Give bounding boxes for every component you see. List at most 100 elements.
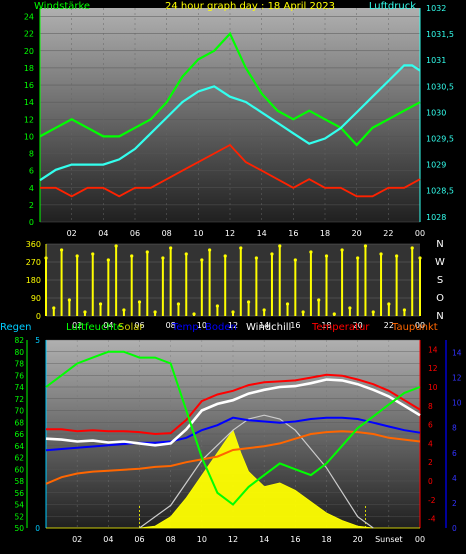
direction-point-9 [114, 244, 118, 248]
direction-point-47 [410, 246, 414, 250]
tick-label-x-08: 08 [166, 321, 176, 330]
tick-label-x-22: 22 [384, 321, 394, 330]
tick-label-wind-6: 6 [29, 167, 34, 176]
direction-point-39 [348, 306, 352, 310]
direction-point-23 [223, 254, 227, 258]
direction-point-48 [418, 256, 422, 260]
tick-label-rain-5: 5 [35, 336, 40, 345]
tick-label-humidity-64: 64 [14, 442, 24, 451]
y-axis-right-pressure: 1028 1028,5 1029 1029,5 1030 1030,5 1031 1031,5… [419, 4, 454, 222]
series-line-luftdruck [39, 64, 421, 182]
direction-point-40 [356, 256, 360, 260]
y-axis-wind-direction: 0 90 180 270 360 [26, 240, 47, 321]
legend-temperatur: Temperatur [311, 322, 370, 333]
direction-point-42 [371, 310, 375, 314]
direction-point-18 [184, 252, 188, 256]
tick-label-x-22: 22 [383, 229, 393, 238]
y-axis-temperature: -4 -2 0 2 4 6 8 10 12 14 [419, 340, 438, 528]
tick-label-x-18: 18 [321, 535, 331, 544]
tick-label-soil-12: 12 [452, 374, 462, 383]
tick-label-temperature-6: 6 [428, 421, 433, 430]
tick-label-humidity-76: 76 [14, 371, 24, 380]
tick-label-x-20: 20 [353, 321, 363, 330]
tick-label-temperature-8: 8 [428, 402, 433, 411]
tick-label-direction-270: 270 [26, 258, 41, 267]
legend-solar: Solar [118, 322, 144, 333]
series-temperature [45, 350, 421, 529]
tick-label-x-02: 02 [72, 321, 82, 330]
tick-label-x-04: 04 [98, 229, 108, 238]
tick-label-wind-12: 12 [24, 115, 34, 124]
direction-point-13 [145, 250, 149, 254]
direction-point-14 [153, 310, 157, 314]
tick-label-wind-4: 4 [29, 184, 34, 193]
tick-label-humidity-50: 50 [14, 524, 24, 533]
direction-point-19 [192, 312, 196, 316]
tick-label-humidity-74: 74 [14, 383, 24, 392]
legend-windchill: Windchill [246, 322, 291, 333]
tick-label-soil-6: 6 [452, 449, 457, 458]
tick-label-pressure-1028-5: 1028,5 [426, 187, 454, 196]
tick-label-humidity-72: 72 [14, 395, 24, 404]
tick-label-humidity-58: 58 [14, 477, 24, 486]
tick-label-temperature-4: -4 [428, 515, 436, 524]
tick-label-x-sunset: Sunset [375, 535, 402, 544]
direction-point-25 [239, 246, 243, 250]
tick-label-humidity-70: 70 [14, 407, 24, 416]
tick-label-temperature-12: 12 [428, 364, 438, 373]
tick-label-x-04: 04 [103, 535, 113, 544]
legend-temp-boden: Temp. Boden [171, 322, 237, 333]
tick-label-humidity-66: 66 [14, 430, 24, 439]
direction-point-24 [231, 310, 235, 314]
tick-label-wind-8: 8 [29, 150, 34, 159]
tick-label-pressure-1031-5: 1031,5 [426, 30, 454, 39]
y-axis-soil-temperature: 0 2 4 6 8 10 12 14 [445, 340, 462, 533]
tick-label-humidity-54: 54 [14, 501, 24, 510]
direction-point-10 [122, 308, 126, 312]
tick-label-pressure-1029: 1029 [426, 161, 446, 170]
series-line-temp-boden [45, 416, 421, 452]
tick-label-wind-18: 18 [24, 64, 34, 73]
direction-point-21 [208, 248, 212, 252]
right-axis-title-luftdruck: Luftdruck [369, 1, 416, 12]
tick-label-wind-22: 22 [24, 30, 34, 39]
tick-label-wind-16: 16 [24, 81, 34, 90]
direction-point-32 [293, 258, 297, 262]
direction-point-22 [215, 304, 220, 308]
series-line-taupunkt [45, 430, 421, 485]
direction-point-6 [91, 252, 95, 256]
tick-label-x-12: 12 [228, 321, 238, 330]
direction-point-36 [324, 254, 329, 258]
tick-label-soil-8: 8 [452, 424, 457, 433]
direction-point-15 [161, 256, 165, 260]
direction-point-20 [200, 258, 204, 262]
tick-label-pressure-1030-5: 1030,5 [426, 82, 454, 91]
direction-point-37 [332, 312, 336, 316]
tick-label-temperature-14: 14 [428, 345, 438, 354]
tick-label-soil-14: 14 [452, 349, 462, 358]
tick-label-humidity-82: 82 [14, 336, 24, 345]
direction-point-8 [106, 258, 110, 262]
compass-label-4: N [436, 311, 443, 322]
direction-point-26 [246, 300, 251, 304]
direction-point-35 [317, 298, 321, 302]
direction-point-5 [83, 310, 87, 314]
tick-label-x-14: 14 [259, 321, 269, 330]
tick-label-soil-10: 10 [452, 399, 462, 408]
tick-label-direction-180: 180 [26, 276, 41, 285]
series-line-temperatur [46, 373, 421, 436]
x-axis-wind-direction: 02 04 06 08 10 12 14 16 18 20 22 00 [72, 321, 425, 330]
tick-label-pressure-1031: 1031 [426, 56, 446, 65]
tick-label-x-00: 00 [415, 229, 425, 238]
tick-label-x-02: 02 [72, 535, 82, 544]
tick-label-x-18: 18 [321, 321, 331, 330]
series-wind-direction [44, 244, 422, 316]
tick-label-wind-14: 14 [24, 98, 34, 107]
direction-point-28 [262, 308, 266, 312]
tick-label-x-12: 12 [225, 229, 235, 238]
direction-point-1 [52, 306, 56, 310]
series-wind-pressure [39, 31, 421, 198]
